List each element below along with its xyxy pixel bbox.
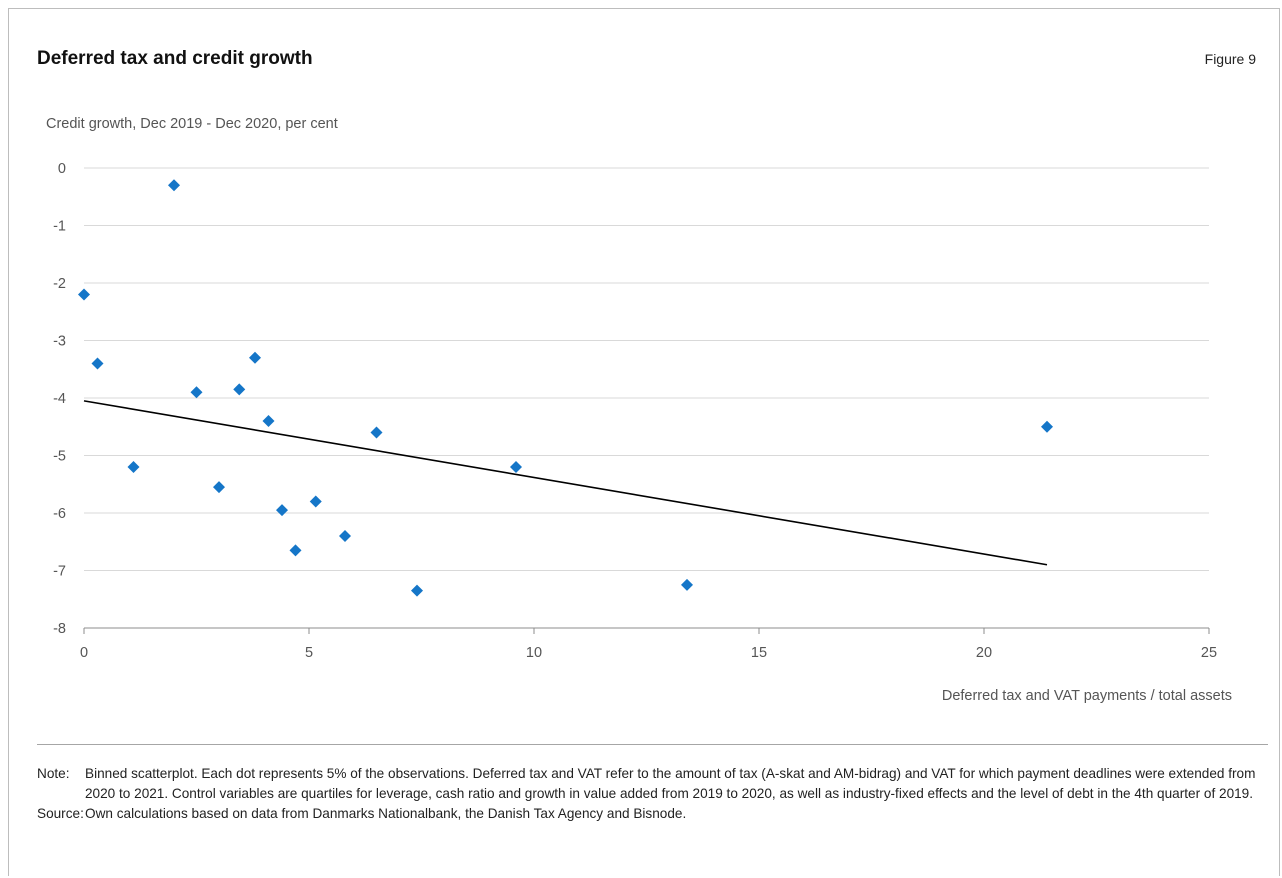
- data-point: [233, 383, 246, 396]
- x-tick-label: 25: [1201, 645, 1217, 661]
- y-tick-label: -8: [53, 621, 66, 637]
- y-tick-label: -6: [53, 506, 66, 522]
- y-tick-label: -3: [53, 334, 66, 350]
- data-point: [289, 544, 302, 557]
- note-text: Binned scatterplot. Each dot represents …: [85, 766, 1256, 801]
- source-text: Own calculations based on data from Danm…: [85, 806, 687, 821]
- note-key: Note:: [37, 766, 70, 781]
- x-tick-label: 20: [976, 645, 992, 661]
- y-tick-label: -1: [53, 219, 66, 235]
- data-point: [190, 386, 203, 399]
- data-point: [309, 495, 322, 508]
- data-point: [78, 288, 90, 301]
- figure-label: Figure 9: [1204, 51, 1256, 67]
- notes-section: Note: Binned scatterplot. Each dot repre…: [37, 764, 1269, 824]
- y-tick-label: -2: [53, 276, 66, 292]
- note-row: Note: Binned scatterplot. Each dot repre…: [37, 764, 1269, 804]
- data-points: [78, 179, 1053, 597]
- data-point: [168, 179, 180, 192]
- x-tick-label: 0: [80, 645, 88, 661]
- data-point: [510, 461, 522, 473]
- x-tick-label: 10: [526, 645, 542, 661]
- trend-line-group: [83, 400, 1048, 566]
- notes-divider: [37, 744, 1268, 745]
- data-point: [681, 578, 693, 591]
- gridlines: [83, 167, 1210, 634]
- data-point: [411, 584, 423, 597]
- x-tick-labels: 0 5 10 15 20 25: [80, 645, 1217, 661]
- x-axis-label: Deferred tax and VAT payments / total as…: [941, 688, 1232, 704]
- x-tick-label: 15: [751, 645, 767, 661]
- y-tick-label: 0: [58, 161, 66, 177]
- trend-line: [83, 400, 1048, 566]
- y-tick-label: -7: [53, 564, 66, 580]
- data-point: [262, 415, 275, 427]
- x-tick-label: 5: [305, 645, 313, 661]
- data-point: [1041, 420, 1053, 433]
- y-tick-label: -4: [53, 391, 66, 407]
- source-row: Source: Own calculations based on data f…: [37, 804, 1269, 824]
- data-point: [249, 351, 261, 364]
- data-point: [370, 426, 383, 439]
- data-point: [91, 357, 104, 370]
- data-point: [339, 530, 351, 542]
- source-key: Source:: [37, 806, 84, 821]
- data-point: [127, 461, 140, 473]
- figure-frame: [8, 8, 1280, 876]
- y-tick-label: -5: [53, 449, 66, 465]
- data-point: [213, 481, 225, 494]
- data-point: [276, 504, 288, 517]
- y-tick-labels: 0 -1 -2 -3 -4 -5 -6 -7 -8: [53, 161, 66, 637]
- y-axis-label: Credit growth, Dec 2019 - Dec 2020, per …: [46, 116, 338, 132]
- chart-title: Deferred tax and credit growth: [37, 48, 313, 69]
